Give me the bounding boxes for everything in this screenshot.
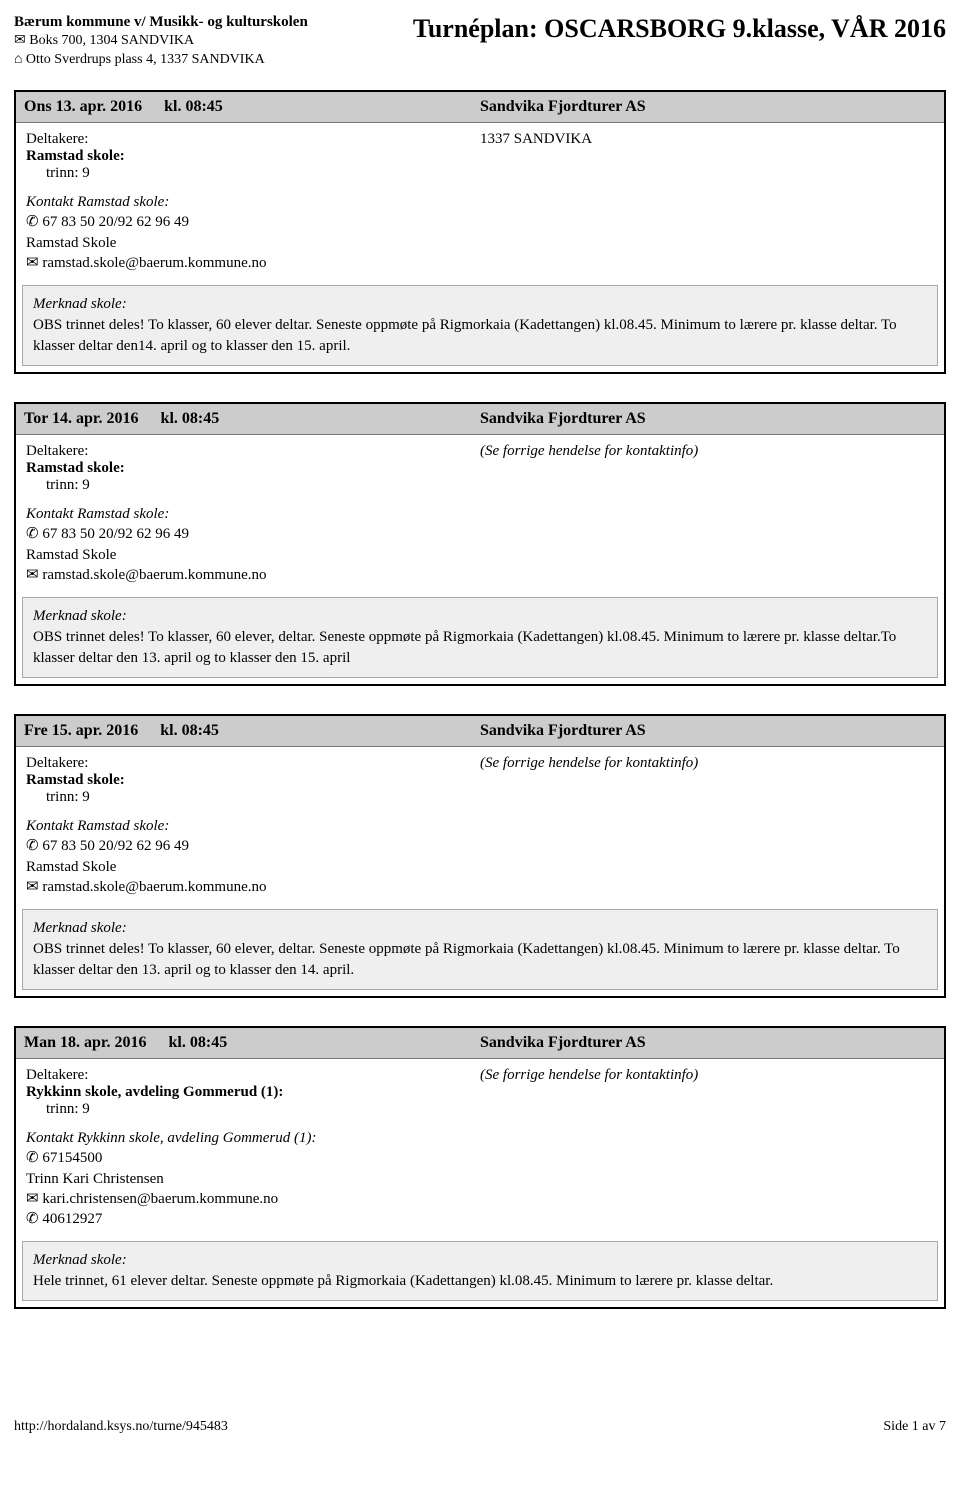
event-date: Tor 14. apr. 2016 bbox=[24, 410, 139, 427]
event-card: Tor 14. apr. 2016 kl. 08:45 Sandvika Fjord… bbox=[14, 402, 946, 686]
event-date: Ons 13. apr. 2016 bbox=[24, 98, 142, 115]
note-text: OBS trinnet deles! To klasser, 60 elever… bbox=[33, 315, 927, 357]
note-text: Hele trinnet, 61 elever deltar. Seneste … bbox=[33, 1271, 927, 1292]
note-label: Merknad skole: bbox=[33, 1250, 927, 1271]
org-postbox: ✉ Boks 700, 1304 SANDVIKA bbox=[14, 32, 308, 51]
org-address: ⌂ Otto Sverdrups plass 4, 1337 SANDVIKA bbox=[14, 51, 308, 70]
note-label: Merknad skole: bbox=[33, 294, 927, 315]
trinn-line: trinn: 9 bbox=[26, 1101, 480, 1118]
contact-line: ✉ ramstad.skole@baerum.kommune.no bbox=[26, 253, 480, 273]
event-body: Deltakere:Rykkinn skole, avdeling Gommer… bbox=[16, 1059, 944, 1241]
event-body: Deltakere:Ramstad skole:trinn: 9 Kontakt … bbox=[16, 435, 944, 597]
event-header: Ons 13. apr. 2016 kl. 08:45 Sandvika Fjord… bbox=[16, 92, 944, 123]
note-box: Merknad skole:OBS trinnet deles! To klas… bbox=[22, 909, 938, 990]
event-header: Fre 15. apr. 2016 kl. 08:45 Sandvika Fjord… bbox=[16, 716, 944, 747]
event-header: Man 18. apr. 2016 kl. 08:45 Sandvika Fjord… bbox=[16, 1028, 944, 1059]
note-text: OBS trinnet deles! To klasser, 60 elever… bbox=[33, 939, 927, 981]
participants-label: Deltakere: bbox=[26, 443, 480, 460]
event-header: Tor 14. apr. 2016 kl. 08:45 Sandvika Fjord… bbox=[16, 404, 944, 435]
event-venue: Sandvika Fjordturer AS bbox=[480, 1034, 936, 1052]
contact-line: Ramstad Skole bbox=[26, 857, 480, 877]
event-datetime: Man 18. apr. 2016 kl. 08:45 bbox=[24, 1034, 480, 1052]
event-datetime: Tor 14. apr. 2016 kl. 08:45 bbox=[24, 410, 480, 428]
participants-label: Deltakere: bbox=[26, 1067, 480, 1084]
contact-block: Kontakt Rykkinn skole, avdeling Gommerud… bbox=[26, 1128, 480, 1229]
event-time: kl. 08:45 bbox=[164, 98, 223, 115]
contact-line: ✆ 67154500 bbox=[26, 1148, 480, 1168]
note-box: Merknad skole:OBS trinnet deles! To klas… bbox=[22, 597, 938, 678]
event-body: Deltakere:Ramstad skole:trinn: 9 Kontakt … bbox=[16, 123, 944, 285]
event-date: Fre 15. apr. 2016 bbox=[24, 722, 138, 739]
event-datetime: Fre 15. apr. 2016 kl. 08:45 bbox=[24, 722, 480, 740]
org-name: Bærum kommune v/ Musikk- og kulturskolen bbox=[14, 12, 308, 32]
event-left: Deltakere:Ramstad skole:trinn: 9 Kontakt … bbox=[26, 755, 480, 897]
event-time: kl. 08:45 bbox=[160, 722, 219, 739]
contact-title: Kontakt Ramstad skole: bbox=[26, 816, 480, 836]
contact-title: Kontakt Ramstad skole: bbox=[26, 192, 480, 212]
event-body: Deltakere:Ramstad skole:trinn: 9 Kontakt … bbox=[16, 747, 944, 909]
event-card: Ons 13. apr. 2016 kl. 08:45 Sandvika Fjord… bbox=[14, 90, 946, 374]
footer-url: http://hordaland.ksys.no/turne/945483 bbox=[14, 1419, 228, 1435]
note-text: OBS trinnet deles! To klasser, 60 elever… bbox=[33, 627, 927, 669]
school-name: Rykkinn skole, avdeling Gommerud (1): bbox=[26, 1084, 480, 1101]
contact-line: ✉ ramstad.skole@baerum.kommune.no bbox=[26, 877, 480, 897]
event-right-info: 1337 SANDVIKA bbox=[480, 131, 934, 273]
note-box: Merknad skole:OBS trinnet deles! To klas… bbox=[22, 285, 938, 366]
participants-label: Deltakere: bbox=[26, 131, 480, 148]
org-block: Bærum kommune v/ Musikk- og kulturskolen… bbox=[14, 12, 308, 70]
event-card: Fre 15. apr. 2016 kl. 08:45 Sandvika Fjord… bbox=[14, 714, 946, 998]
event-venue: Sandvika Fjordturer AS bbox=[480, 722, 936, 740]
event-right-info: (Se forrige hendelse for kontaktinfo) bbox=[480, 1067, 934, 1229]
note-label: Merknad skole: bbox=[33, 918, 927, 939]
contact-block: Kontakt Ramstad skole:✆ 67 83 50 20/92 6… bbox=[26, 504, 480, 585]
contact-line: ✉ ramstad.skole@baerum.kommune.no bbox=[26, 565, 480, 585]
footer-page: Side 1 av 7 bbox=[883, 1419, 946, 1435]
contact-line: Trinn Kari Christensen bbox=[26, 1169, 480, 1189]
event-time: kl. 08:45 bbox=[161, 410, 220, 427]
event-card: Man 18. apr. 2016 kl. 08:45 Sandvika Fjord… bbox=[14, 1026, 946, 1309]
event-left: Deltakere:Ramstad skole:trinn: 9 Kontakt … bbox=[26, 131, 480, 273]
contact-line: ✆ 67 83 50 20/92 62 96 49 bbox=[26, 212, 480, 232]
event-right-info: (Se forrige hendelse for kontaktinfo) bbox=[480, 755, 934, 897]
note-box: Merknad skole:Hele trinnet, 61 elever de… bbox=[22, 1241, 938, 1301]
event-date: Man 18. apr. 2016 bbox=[24, 1034, 147, 1051]
note-label: Merknad skole: bbox=[33, 606, 927, 627]
contact-line: Ramstad Skole bbox=[26, 545, 480, 565]
contact-title: Kontakt Ramstad skole: bbox=[26, 504, 480, 524]
event-left: Deltakere:Ramstad skole:trinn: 9 Kontakt … bbox=[26, 443, 480, 585]
event-left: Deltakere:Rykkinn skole, avdeling Gommer… bbox=[26, 1067, 480, 1229]
trinn-line: trinn: 9 bbox=[26, 477, 480, 494]
document-header: Bærum kommune v/ Musikk- og kulturskolen… bbox=[14, 12, 946, 70]
event-datetime: Ons 13. apr. 2016 kl. 08:45 bbox=[24, 98, 480, 116]
contact-line: ✆ 67 83 50 20/92 62 96 49 bbox=[26, 836, 480, 856]
participants-label: Deltakere: bbox=[26, 755, 480, 772]
contact-line: ✉ kari.christensen@baerum.kommune.no bbox=[26, 1189, 480, 1209]
trinn-line: trinn: 9 bbox=[26, 789, 480, 806]
event-time: kl. 08:45 bbox=[169, 1034, 228, 1051]
page-footer: http://hordaland.ksys.no/turne/945483 Si… bbox=[14, 1419, 946, 1435]
contact-line: Ramstad Skole bbox=[26, 233, 480, 253]
contact-line: ✆ 40612927 bbox=[26, 1209, 480, 1229]
event-venue: Sandvika Fjordturer AS bbox=[480, 98, 936, 116]
page-title: Turnéplan: OSCARSBORG 9.klasse, VÅR 2016 bbox=[413, 14, 946, 44]
school-name: Ramstad skole: bbox=[26, 460, 480, 477]
trinn-line: trinn: 9 bbox=[26, 165, 480, 182]
contact-block: Kontakt Ramstad skole:✆ 67 83 50 20/92 6… bbox=[26, 816, 480, 897]
contact-block: Kontakt Ramstad skole:✆ 67 83 50 20/92 6… bbox=[26, 192, 480, 273]
school-name: Ramstad skole: bbox=[26, 148, 480, 165]
school-name: Ramstad skole: bbox=[26, 772, 480, 789]
event-right-info: (Se forrige hendelse for kontaktinfo) bbox=[480, 443, 934, 585]
event-venue: Sandvika Fjordturer AS bbox=[480, 410, 936, 428]
contact-title: Kontakt Rykkinn skole, avdeling Gommerud… bbox=[26, 1128, 480, 1148]
contact-line: ✆ 67 83 50 20/92 62 96 49 bbox=[26, 524, 480, 544]
